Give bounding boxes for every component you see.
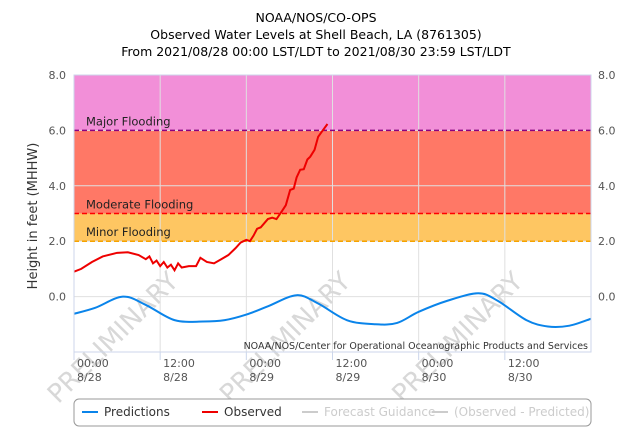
plot-border [73,74,592,353]
threshold-label: Major Flooding [86,114,171,128]
y-tick-right: 0.0 [598,291,616,304]
legend-item-observed[interactable]: Observed [224,405,282,419]
chart-title-2: Observed Water Levels at Shell Beach, LA… [150,27,481,42]
x-tick-date: 8/29 [336,371,361,384]
y-tick-left: 4.0 [49,180,67,193]
x-tick-time: 12:00 [163,357,195,370]
y-tick-right: 8.0 [598,69,616,82]
x-tick-time: 00:00 [77,357,109,370]
x-tick-time: 12:00 [336,357,368,370]
x-tick-date: 8/30 [508,371,533,384]
x-tick-time: 12:00 [508,357,540,370]
threshold-label: Minor Flooding [86,225,171,239]
series-predictions [73,292,592,328]
x-tick-date: 8/28 [77,371,102,384]
legend-item-forecast-guidance[interactable]: Forecast Guidance [324,405,435,419]
x-tick-date: 8/30 [422,371,447,384]
x-tick-date: 8/28 [163,371,188,384]
legend-item-predictions[interactable]: Predictions [104,405,170,419]
x-tick-time: 00:00 [249,357,281,370]
credit-text: NOAA/NOS/Center for Operational Oceanogr… [244,341,588,352]
y-tick-left: 0.0 [49,291,67,304]
series-observed [73,123,329,273]
x-tick-time: 00:00 [422,357,454,370]
y-axis-label: Height in feet (MHHW) [26,143,41,290]
x-tick-date: 8/29 [249,371,274,384]
y-tick-right: 6.0 [598,124,616,137]
chart-title-3: From 2021/08/28 00:00 LST/LDT to 2021/08… [121,44,511,59]
legend-item--observed-predicted-[interactable]: (Observed - Predicted) [454,405,589,419]
y-tick-right: 4.0 [598,180,616,193]
legend-box [73,398,592,427]
y-tick-left: 6.0 [49,124,67,137]
chart-title-1: NOAA/NOS/CO-OPS [255,10,376,25]
watermark: PRELIMINARY [387,267,530,410]
watermark: PRELIMINARY [42,267,185,410]
watermark: PRELIMINARY [214,267,357,410]
y-tick-left: 2.0 [49,235,67,248]
threshold-label: Moderate Flooding [86,198,193,212]
y-tick-left: 8.0 [49,69,67,82]
y-tick-right: 2.0 [598,235,616,248]
